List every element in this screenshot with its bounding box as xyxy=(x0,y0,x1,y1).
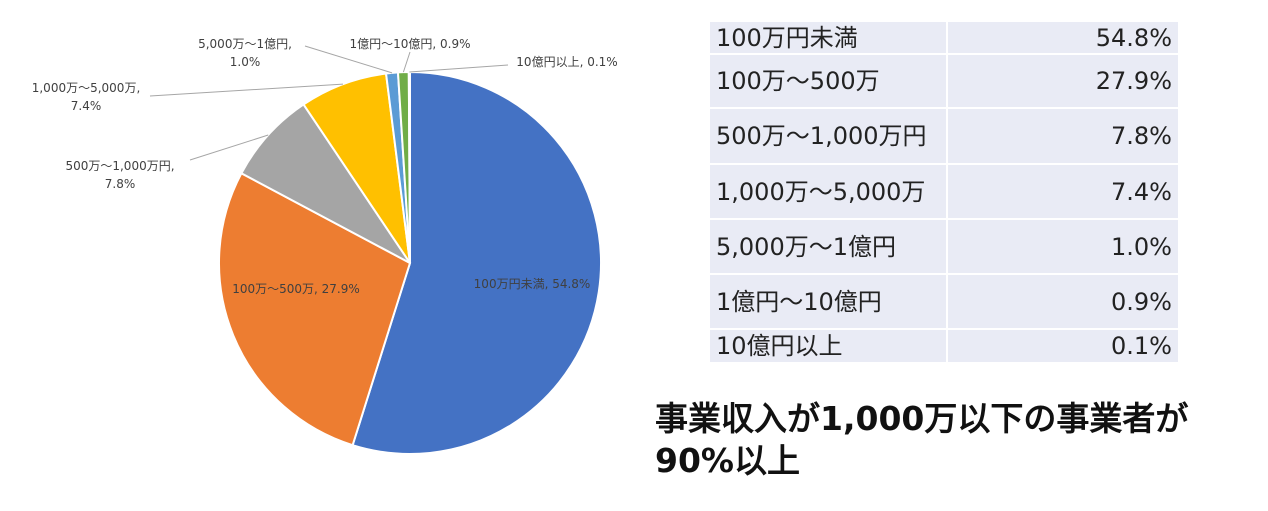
data-label: 100万円未満, 54.8% xyxy=(474,277,591,291)
table-cell-label: 5,000万〜1億円 xyxy=(710,220,948,275)
pie-chart: 100万円未満, 54.8% 100万〜500万, 27.9% 500万〜1,000… xyxy=(32,37,618,455)
table-cell-value: 0.9% xyxy=(948,275,1178,330)
data-label: 100万〜500万, 27.9% xyxy=(232,282,360,296)
leader-line xyxy=(149,83,344,97)
data-label: 1億円〜10億円, 0.9% xyxy=(349,37,470,51)
table-cell-label: 100万〜500万 xyxy=(710,55,948,109)
distribution-table: 100万円未満 54.8% 100万〜500万 27.9% 500万〜1,000… xyxy=(710,22,1178,364)
leader-line xyxy=(304,45,393,74)
table-cell-label: 1,000万〜5,000万 xyxy=(710,165,948,220)
table-cell-value: 27.9% xyxy=(948,55,1178,109)
table-cell-label: 10億円以上 xyxy=(710,330,948,364)
table-row: 500万〜1,000万円 7.8% xyxy=(710,109,1178,165)
data-label: 10億円以上, 0.1% xyxy=(516,55,617,69)
table-cell-value: 7.4% xyxy=(948,165,1178,220)
table-row: 10億円以上 0.1% xyxy=(710,330,1178,364)
table-cell-label: 500万〜1,000万円 xyxy=(710,109,948,165)
leader-line xyxy=(409,64,509,73)
data-label: 1,000万〜5,000万, 7.4% xyxy=(32,81,141,113)
table-cell-value: 7.8% xyxy=(948,109,1178,165)
table-row: 100万〜500万 27.9% xyxy=(710,55,1178,109)
pie-slice xyxy=(407,70,411,264)
pie-slice xyxy=(240,103,411,264)
data-label: 500万〜1,000万円, 7.8% xyxy=(65,159,174,191)
table-row: 100万円未満 54.8% xyxy=(710,22,1178,55)
table-row: 1億円〜10億円 0.9% xyxy=(710,275,1178,330)
table-row: 5,000万〜1億円 1.0% xyxy=(710,220,1178,275)
table-cell-value: 54.8% xyxy=(948,22,1178,55)
leader-line xyxy=(402,51,411,73)
table-cell-value: 1.0% xyxy=(948,220,1178,275)
pie-slice xyxy=(351,70,602,455)
table-cell-label: 100万円未満 xyxy=(710,22,948,55)
table-cell-value: 0.1% xyxy=(948,330,1178,364)
leader-line xyxy=(189,134,269,161)
headline-line-2: 90%以上 xyxy=(655,441,800,480)
data-label: 5,000万〜1億円, 1.0% xyxy=(198,37,292,69)
pie-slice xyxy=(218,171,412,447)
headline-line-1: 事業収入が1,000万以下の事業者が xyxy=(655,399,1189,438)
table-row: 1,000万〜5,000万 7.4% xyxy=(710,165,1178,220)
headline: 事業収入が1,000万以下の事業者が 90%以上 xyxy=(655,398,1255,482)
table-cell-label: 1億円〜10億円 xyxy=(710,275,948,330)
